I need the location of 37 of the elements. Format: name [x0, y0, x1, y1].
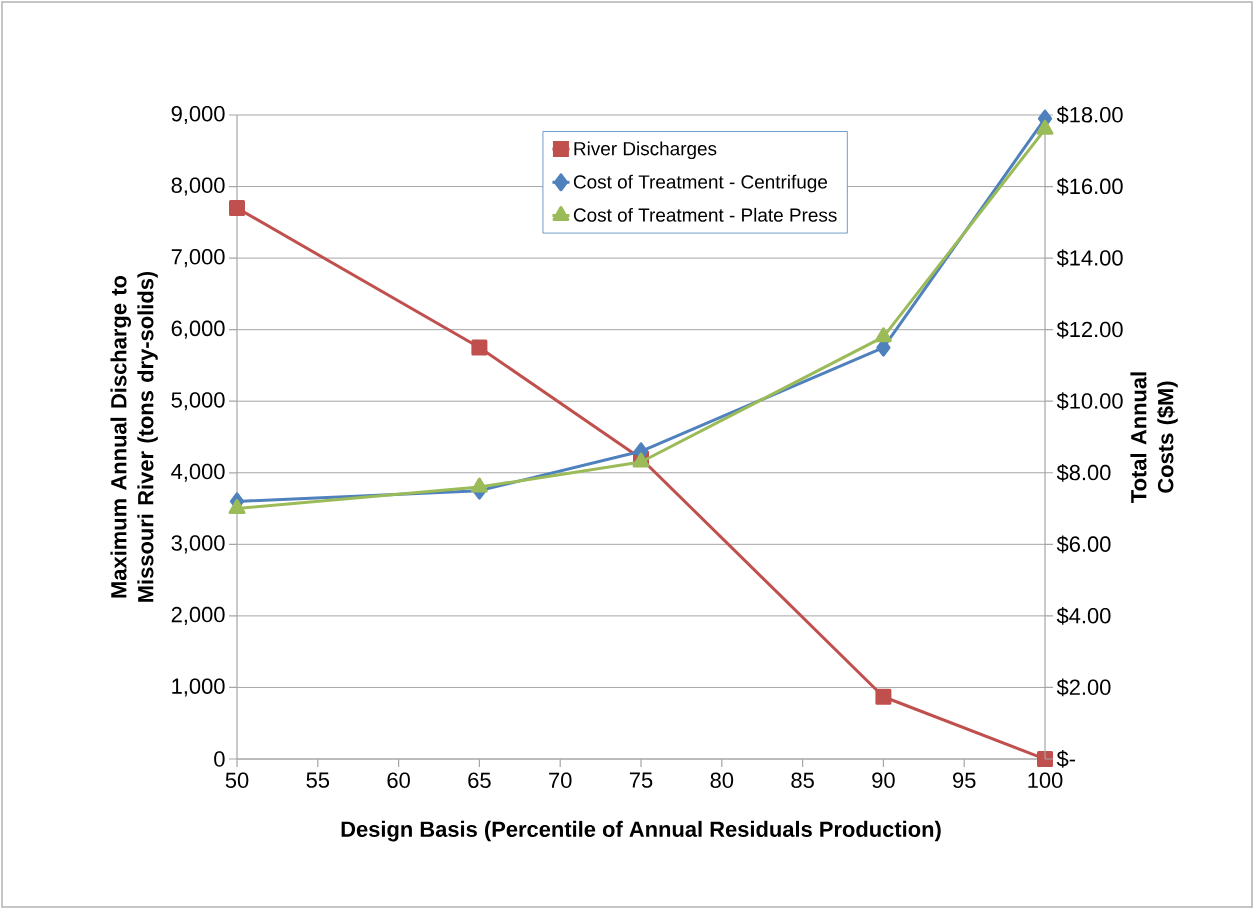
y-tick-label: 0 [214, 751, 225, 767]
x-tick-label: 95 [953, 772, 976, 789]
y2-tick-label: $2.00 [1056, 678, 1111, 697]
x-tick-label: 60 [387, 772, 410, 789]
legend-label: Cost of Treatment - Centrifuge [573, 174, 828, 193]
legend-label: Cost of Treatment - Plate Press [573, 207, 837, 222]
y-tick-label: 6,000 [171, 320, 225, 339]
y-tick-label: 2,000 [171, 606, 225, 625]
x-tick-label: 75 [629, 772, 653, 788]
y2-tick-label: $16.00 [1056, 177, 1123, 196]
y2-tick-label: $4.00 [1056, 607, 1111, 625]
y-tick-label: 9,000 [171, 105, 225, 125]
y-tick-label: 5,000 [171, 392, 225, 411]
y2-tick-label: $8.00 [1056, 463, 1111, 482]
y2-tick-label: $6.00 [1056, 535, 1111, 554]
y2-axis-title: Total Annual Costs ($M) [1130, 372, 1178, 503]
y-tick-label: 3,000 [171, 535, 225, 554]
legend-label: River Discharges [574, 141, 717, 160]
x-tick-label: 55 [306, 772, 330, 788]
y2-tick-label: $12.00 [1056, 320, 1123, 339]
y-tick-label: 1,000 [172, 678, 225, 697]
y2-tick-label: $18.00 [1056, 106, 1123, 124]
y2-tick-label: $14.00 [1056, 249, 1123, 267]
x-axis-title: Design Basis (Percentile of Annual Residuals Production) [341, 820, 941, 842]
x-tick-label: 50 [225, 772, 249, 789]
x-tick-label: 85 [791, 772, 814, 789]
x-tick-label: 70 [549, 772, 572, 789]
x-tick-label: 65 [468, 772, 491, 789]
y-tick-label: 4,000 [171, 463, 225, 482]
y2-tick-label: $- [1056, 750, 1076, 768]
x-tick-label: 100 [1028, 772, 1063, 789]
y-tick-label: 7,000 [171, 249, 225, 268]
y-axis-title: Maximum Annual Discharge to Missouri River (tons dry-solids) [110, 271, 158, 602]
y2-tick-label: $10.00 [1056, 392, 1123, 411]
y-tick-label: 8,000 [171, 177, 225, 196]
x-tick-label: 80 [710, 772, 734, 789]
x-tick-label: 90 [872, 772, 895, 789]
